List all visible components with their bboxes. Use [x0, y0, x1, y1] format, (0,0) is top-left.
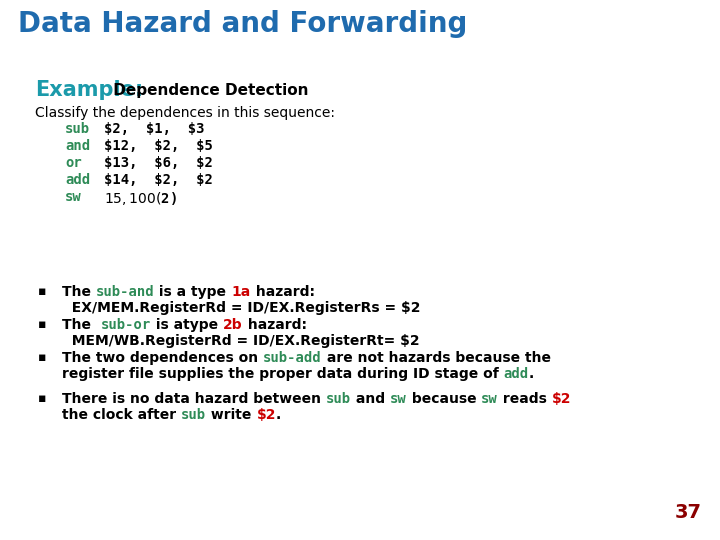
Text: the clock after: the clock after [62, 408, 181, 422]
Text: sw: sw [481, 392, 498, 406]
Text: 2b: 2b [223, 318, 243, 332]
Text: sub-add: sub-add [263, 351, 322, 365]
Text: Example:: Example: [35, 80, 143, 100]
Text: Data Hazard and Forwarding: Data Hazard and Forwarding [18, 10, 467, 38]
Text: $14,  $2,  $2: $14, $2, $2 [104, 173, 213, 187]
Text: sub-or: sub-or [101, 318, 151, 332]
Text: .: . [528, 367, 534, 381]
Text: sub: sub [181, 408, 206, 422]
Text: add: add [65, 173, 90, 187]
Text: or: or [65, 156, 82, 170]
Text: write: write [206, 408, 256, 422]
Text: ▪: ▪ [38, 392, 47, 405]
Text: $2,  $1,  $3: $2, $1, $3 [104, 122, 204, 136]
Text: and: and [65, 139, 90, 153]
Text: $2: $2 [552, 392, 571, 406]
Text: EX/MEM.RegisterRd = ID/EX.RegisterRs = $2: EX/MEM.RegisterRd = ID/EX.RegisterRs = $… [62, 301, 420, 315]
Text: MEM/WB.RegisterRd = ID/EX.RegisterRt= $2: MEM/WB.RegisterRd = ID/EX.RegisterRt= $2 [62, 334, 420, 348]
Text: $13,  $6,  $2: $13, $6, $2 [104, 156, 213, 170]
Text: sub: sub [65, 122, 90, 136]
Text: $15,  100($2): $15, 100($2) [104, 190, 177, 207]
Text: $2: $2 [256, 408, 276, 422]
Text: 1a: 1a [231, 285, 251, 299]
Text: ▪: ▪ [38, 285, 47, 298]
Text: hazard:: hazard: [251, 285, 315, 299]
Text: and: and [351, 392, 390, 406]
Text: sw: sw [390, 392, 407, 406]
Text: register file supplies the proper data during ID stage of: register file supplies the proper data d… [62, 367, 503, 381]
Text: The two dependences on: The two dependences on [62, 351, 263, 365]
Text: $12,  $2,  $5: $12, $2, $5 [104, 139, 213, 153]
Text: reads: reads [498, 392, 552, 406]
Text: because: because [407, 392, 481, 406]
Text: is atype: is atype [151, 318, 223, 332]
Text: ▪: ▪ [38, 351, 47, 364]
Text: The: The [62, 285, 96, 299]
Text: add: add [503, 367, 528, 381]
Text: ▪: ▪ [38, 318, 47, 331]
Text: are not hazards because the: are not hazards because the [322, 351, 551, 365]
Text: is a type: is a type [155, 285, 231, 299]
Text: sw: sw [65, 190, 82, 204]
Text: The: The [62, 318, 101, 332]
Text: .: . [276, 408, 281, 422]
Text: hazard:: hazard: [243, 318, 307, 332]
Text: There is no data hazard between: There is no data hazard between [62, 392, 326, 406]
Text: 37: 37 [675, 503, 702, 522]
Text: Dependence Detection: Dependence Detection [108, 83, 308, 98]
Text: sub-and: sub-and [96, 285, 155, 299]
Text: Classify the dependences in this sequence:: Classify the dependences in this sequenc… [35, 106, 335, 120]
Text: sub: sub [326, 392, 351, 406]
